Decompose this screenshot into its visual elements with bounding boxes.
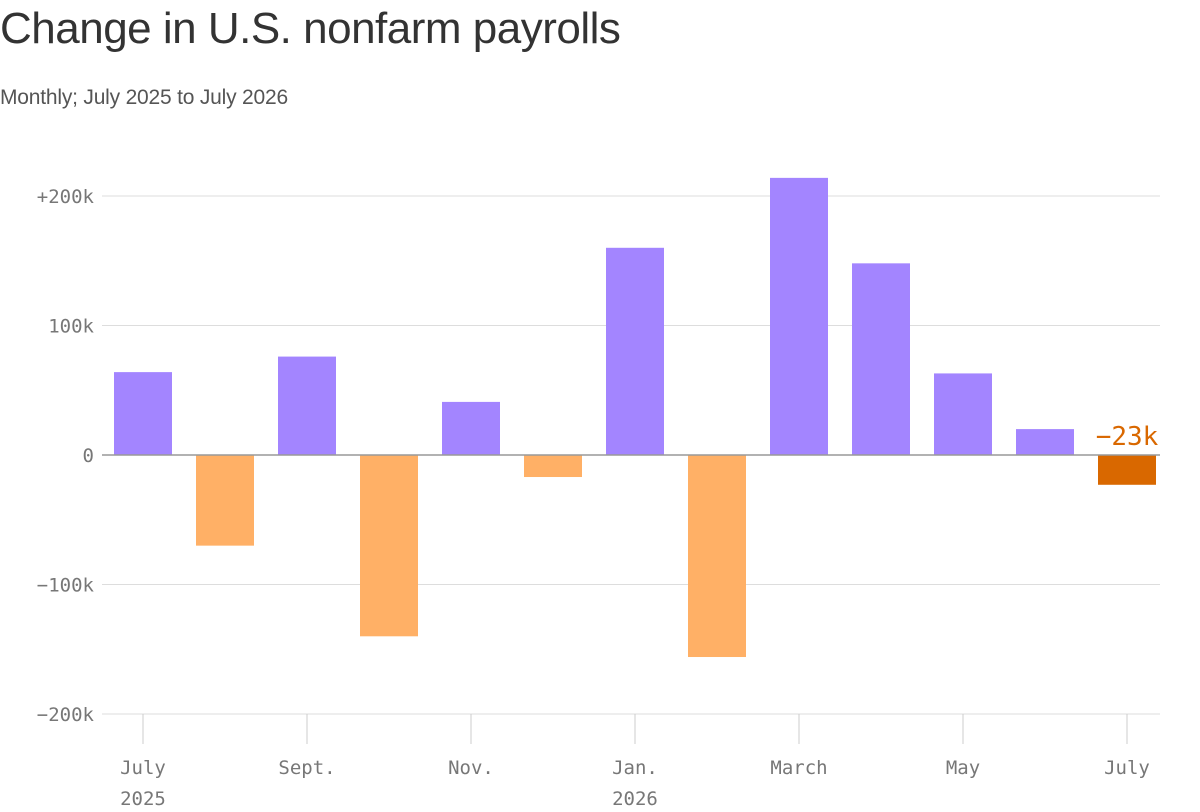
bar-oct-2025 — [360, 455, 418, 637]
chart-title: Change in U.S. nonfarm payrolls — [0, 4, 621, 53]
y-tick-label: +200k — [37, 186, 95, 208]
bar-feb-2026 — [688, 455, 746, 658]
x-tick-label: May — [946, 757, 980, 779]
bar-dec-2025 — [524, 455, 582, 478]
x-tick-label: Sept. — [278, 757, 335, 779]
bar-may-2026 — [934, 373, 992, 455]
x-tick-label: Nov. — [448, 757, 494, 779]
y-tick-label: −100k — [37, 575, 95, 597]
x-tick-label: March — [770, 757, 827, 779]
bar-apr-2026 — [852, 263, 910, 455]
bar-nov-2025 — [442, 401, 500, 455]
x-tick-label: 2026 — [612, 788, 658, 810]
bar-jun-2026 — [1016, 429, 1074, 455]
y-tick-label: 0 — [83, 445, 94, 467]
x-tick-label: July — [120, 757, 166, 779]
y-tick-label: −200k — [37, 704, 95, 726]
chart-subtitle: Monthly; July 2025 to July 2026 — [0, 86, 288, 109]
bar-jul-2026 — [1098, 455, 1156, 485]
y-tick-label: 100k — [48, 316, 94, 338]
bar-sep-2025 — [278, 356, 336, 455]
x-tick-label: Jan. — [612, 757, 658, 779]
bar-jan-2026 — [606, 247, 664, 455]
bar-mar-2026 — [770, 177, 828, 455]
x-tick-label: 2025 — [120, 788, 166, 810]
x-tick-label: July — [1104, 757, 1150, 779]
bar-aug-2025 — [196, 455, 254, 546]
highlight-data-label: −23k — [1096, 422, 1159, 452]
bar-jul-2025 — [114, 372, 172, 455]
